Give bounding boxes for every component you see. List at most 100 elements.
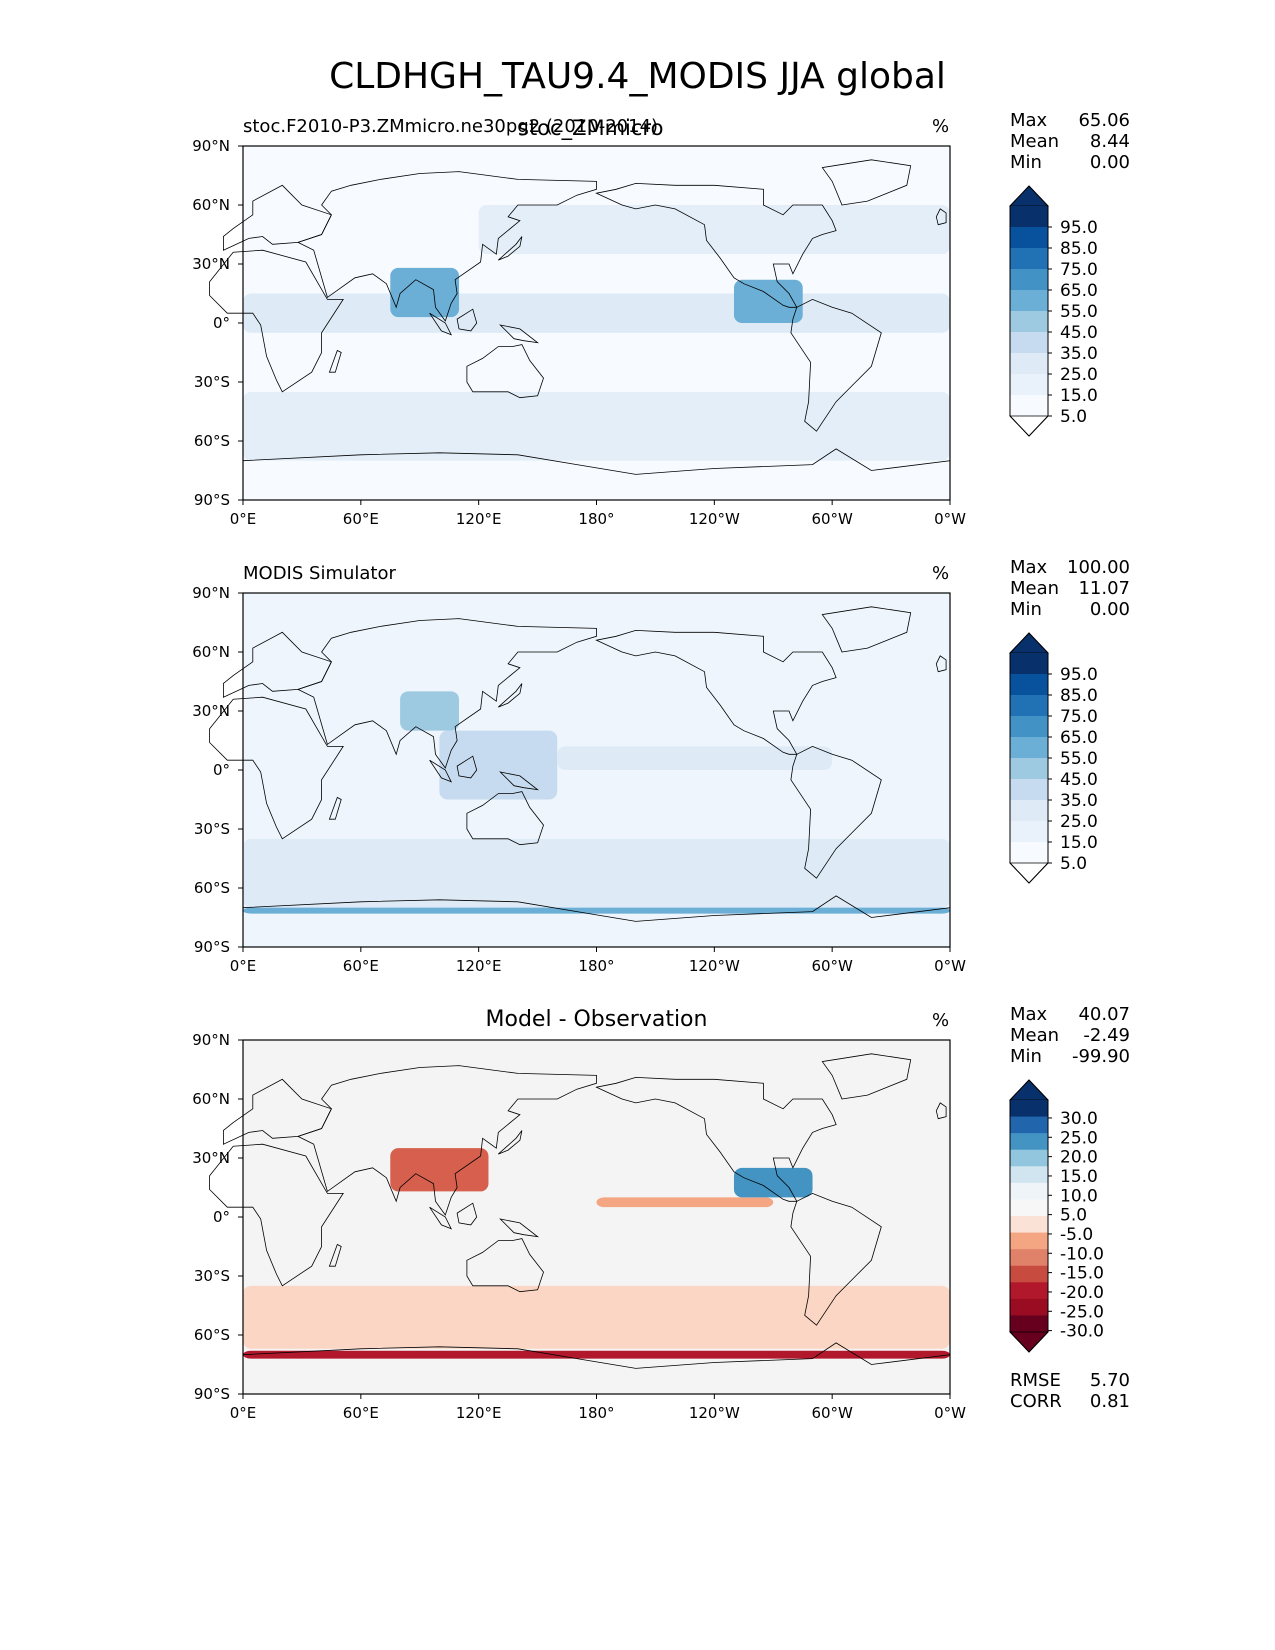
- x-tick-label: 0°E: [230, 957, 257, 975]
- coastline: [456, 308, 478, 332]
- field-region-bay-of-bengal-convection: [390, 267, 460, 318]
- stat-value: 11.07: [1078, 578, 1130, 599]
- coastline: [466, 791, 544, 846]
- colorbar-label: 85.0: [1060, 239, 1098, 259]
- coastline: [821, 606, 912, 653]
- y-tick-label: 60°N: [192, 643, 230, 661]
- colorbar-label: 75.0: [1060, 707, 1098, 727]
- x-tick-label: 0°W: [934, 510, 966, 528]
- coastline: [790, 745, 882, 879]
- colorbar-label: 20.0: [1060, 1148, 1098, 1168]
- x-tick-label: 0°W: [934, 957, 966, 975]
- colorbar-label: -20.0: [1060, 1283, 1104, 1303]
- map-plot: 0°E 60°E 120°E 180° 120°W 60°W 0°W 90°N 60°N 30°N…: [192, 137, 966, 528]
- x-tick-label: 120°E: [456, 1404, 502, 1422]
- stat-value: 8.44: [1089, 131, 1130, 152]
- x-tick-label: 60°E: [343, 1404, 379, 1422]
- coastline: [499, 1218, 540, 1238]
- stat-max: Max 65.06: [1010, 110, 1130, 132]
- colorbar-extend-top: [1009, 1079, 1049, 1101]
- coastline: [456, 755, 478, 779]
- y-tick-label: 30°N: [192, 1149, 230, 1167]
- colorbar-label: 10.0: [1060, 1186, 1098, 1206]
- metric-corr: CORR 0.81: [1010, 1391, 1130, 1413]
- coastline: [466, 344, 544, 399]
- colorbar-extend-bottom: [1009, 415, 1049, 437]
- panel-left-title: stoc.F2010-P3.ZMmicro.ne30pg2 (2010-2014…: [243, 116, 659, 137]
- colorbar-extend-top: [1009, 632, 1049, 654]
- colorbar-segment: [1010, 1216, 1048, 1234]
- figure-title: CLDHGH_TAU9.4_MODIS JJA global: [329, 56, 946, 97]
- y-tick-label: 30°N: [192, 255, 230, 273]
- colorbar-extend-bottom: [1009, 1331, 1049, 1353]
- coastline: [296, 1065, 597, 1216]
- y-tick-label: 60°N: [192, 1090, 230, 1108]
- colorbar-segment: [1010, 374, 1048, 396]
- colorbar-label: -25.0: [1060, 1302, 1104, 1322]
- stat-key: Min: [1010, 1046, 1042, 1067]
- colorbar-label: 5.0: [1060, 407, 1087, 427]
- colorbar-segment: [1010, 842, 1048, 864]
- panel-left-title: Model - Observation: [485, 1007, 708, 1032]
- x-tick-label: 0°E: [230, 510, 257, 528]
- units-label: %: [932, 1010, 950, 1031]
- x-tick-label: 60°E: [343, 510, 379, 528]
- colorbar-segment: [1010, 395, 1048, 417]
- stat-max: Max 40.07: [1010, 1004, 1130, 1026]
- coastline: [821, 1053, 912, 1100]
- colorbar-outline: [1009, 1079, 1049, 1353]
- colorbar-label: 45.0: [1060, 770, 1098, 790]
- metric-key: CORR: [1010, 1391, 1062, 1412]
- colorbar-label: 65.0: [1060, 728, 1098, 748]
- colorbar-label: 95.0: [1060, 218, 1098, 238]
- colorbar-segment: [1010, 311, 1048, 333]
- y-tick-label: 30°S: [194, 1267, 230, 1285]
- y-tick-label: 90°N: [192, 1031, 230, 1049]
- coastline: [209, 696, 344, 840]
- stat-mean: Mean 11.07: [1010, 578, 1130, 600]
- colorbar-label: 5.0: [1060, 1206, 1087, 1226]
- y-tick-label: 0°: [213, 1208, 230, 1226]
- colorbar-segment: [1010, 248, 1048, 270]
- coastline: [223, 1078, 332, 1145]
- field-region-tibetan-plateau: [400, 691, 460, 731]
- metric-key: RMSE: [1010, 1370, 1061, 1391]
- colorbar-label: 15.0: [1060, 833, 1098, 853]
- colorbar-label: 35.0: [1060, 791, 1098, 811]
- coastline: [429, 759, 453, 783]
- colorbar-extend-top: [1009, 185, 1049, 207]
- y-tick-label: 90°S: [194, 938, 230, 956]
- coastline: [223, 631, 332, 698]
- panel-difference: Model - Observation% 0°E 60°E 120°E 180° 120°…: [0, 1004, 1275, 1460]
- stat-value: 65.06: [1078, 110, 1130, 131]
- coastline: [328, 349, 342, 373]
- coastline: [296, 171, 597, 322]
- coastline: [935, 208, 947, 226]
- coastline: [499, 324, 540, 344]
- stat-mean: Mean -2.49: [1010, 1025, 1130, 1047]
- coastline: [466, 1238, 544, 1293]
- colorbar-label: 25.0: [1060, 1128, 1098, 1148]
- y-tick-label: 90°S: [194, 1385, 230, 1403]
- y-tick-label: 30°S: [194, 373, 230, 391]
- colorbar-label: 15.0: [1060, 386, 1098, 406]
- stat-mean: Mean 8.44: [1010, 131, 1130, 153]
- colorbar-label: 85.0: [1060, 686, 1098, 706]
- coastline: [790, 298, 882, 432]
- field-region-itcz-pacific-negative: [596, 1197, 774, 1208]
- colorbar-segment: [1010, 737, 1048, 759]
- colorbar-label: 65.0: [1060, 281, 1098, 301]
- coastline: [499, 771, 540, 791]
- panel-reference: MODIS Simulator% 0°E 60°E 120°E 180° 120°W 60°…: [0, 557, 1275, 1013]
- stat-value: 0.00: [1089, 152, 1130, 173]
- y-tick-label: 90°N: [192, 137, 230, 155]
- colorbar-segment: [1010, 290, 1048, 312]
- colorbar-label: 95.0: [1060, 665, 1098, 685]
- colorbar-segment: [1010, 1116, 1048, 1134]
- coastline: [595, 629, 837, 755]
- stat-value: 100.00: [1067, 557, 1130, 578]
- stat-key: Mean: [1010, 578, 1060, 599]
- coastline: [209, 1143, 344, 1287]
- colorbar-segment: [1010, 269, 1048, 291]
- field-region-south-asia-mixed: [390, 1148, 489, 1192]
